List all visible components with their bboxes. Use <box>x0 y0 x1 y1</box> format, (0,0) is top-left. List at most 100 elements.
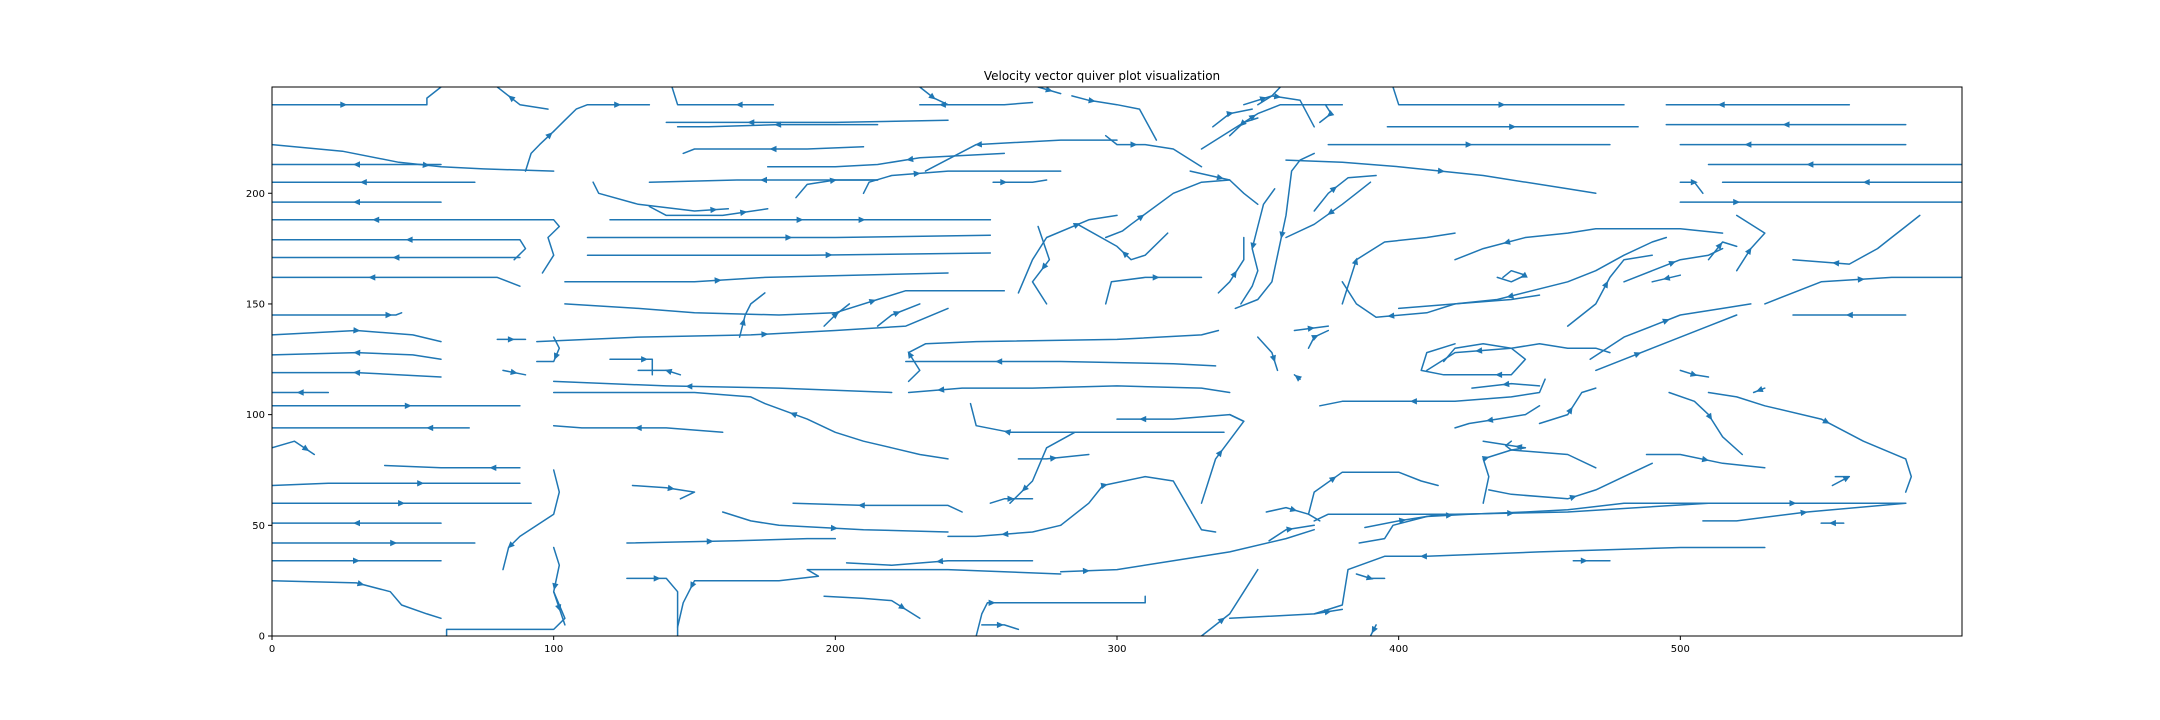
streamline-arrow <box>995 358 1003 365</box>
streamline-arrow <box>1862 179 1870 186</box>
streamline <box>1009 431 1076 504</box>
streamline-arrow <box>1481 456 1490 463</box>
chart-title: Velocity vector quiver plot visualizatio… <box>984 69 1220 83</box>
streamline-arrow <box>1130 141 1138 148</box>
streamline <box>1471 382 1541 389</box>
streamline-arrow <box>1566 406 1573 415</box>
streamline-arrow <box>1715 242 1723 250</box>
x-tick-label: 0 <box>269 644 275 655</box>
streamline <box>1764 276 1962 305</box>
streamline-arrow <box>785 234 793 241</box>
streamline <box>907 385 1231 394</box>
streamline-arrow <box>1445 512 1453 519</box>
streamline-arrow <box>1217 617 1226 625</box>
streamline-arrow <box>426 424 434 432</box>
streamline-arrow <box>1744 141 1752 148</box>
streamline-arrow <box>1365 574 1374 581</box>
streamline-arrow <box>868 299 877 306</box>
streamline <box>682 146 865 155</box>
streamline-arrow <box>1328 476 1337 483</box>
streamline-arrow <box>507 541 515 549</box>
streamline-arrow <box>368 274 376 281</box>
streamline-arrow <box>1136 214 1145 222</box>
streamline-arrow <box>1001 530 1009 538</box>
streamline-arrow <box>747 119 755 126</box>
x-tick-label: 400 <box>1389 644 1408 655</box>
streamline <box>1200 568 1259 636</box>
streamline-arrow <box>353 519 360 527</box>
streamline-arrow <box>1690 179 1698 186</box>
streamline <box>1496 269 1527 283</box>
axes-group: 0 100 200 300 400 500 0 50 100 150 200 <box>246 86 1963 655</box>
streamline <box>1595 314 1738 372</box>
streamline-arrow <box>988 599 996 606</box>
streamline <box>1212 108 1253 128</box>
streamline-arrow <box>1745 247 1752 255</box>
streamline <box>1228 117 1259 137</box>
streamline-arrow <box>507 336 515 343</box>
streamline-arrow <box>634 424 642 432</box>
streamline <box>626 577 679 636</box>
streamline-arrow <box>760 176 767 184</box>
streamline-arrow <box>1248 114 1257 121</box>
streamline <box>1217 236 1245 294</box>
streamline-arrow <box>353 557 360 564</box>
streamline-arrow <box>714 277 722 284</box>
streamline <box>924 139 1118 172</box>
streamline-arrow <box>1662 318 1670 325</box>
streamline-arrow <box>1465 141 1473 148</box>
streamline-arrow <box>1733 198 1741 206</box>
streamline-arrow <box>1633 352 1642 358</box>
streamline-arrow <box>508 95 516 103</box>
streamline <box>272 87 442 106</box>
streamline <box>564 289 1006 316</box>
streamline-arrow <box>405 236 413 243</box>
streamline-arrow <box>667 484 675 492</box>
streamline-arrow <box>1259 96 1267 103</box>
streamline-arrow <box>404 402 412 409</box>
streamline-arrow <box>1351 257 1358 266</box>
streamline <box>676 568 1062 628</box>
x-tick-label: 100 <box>544 644 563 655</box>
streamline <box>552 380 893 394</box>
streamline <box>1341 232 1456 305</box>
streamline <box>795 179 879 199</box>
streamline-arrow <box>706 538 714 545</box>
streamline-arrow <box>372 216 380 223</box>
streamline <box>1104 179 1231 239</box>
streamline <box>1426 343 1611 372</box>
streamline-arrow <box>1100 482 1108 489</box>
streamline <box>1265 506 1321 522</box>
streamline-arrow <box>907 351 915 359</box>
streamline-arrow <box>1226 111 1234 118</box>
streamline-arrow <box>390 539 398 547</box>
streamline-arrow <box>385 311 393 319</box>
streamline <box>1668 391 1744 456</box>
streamline <box>272 143 555 172</box>
streamline-arrow <box>1273 93 1282 100</box>
streamline-arrow <box>1705 412 1713 421</box>
streamline <box>1420 343 1527 376</box>
streamline-arrow <box>1668 261 1676 267</box>
streamline <box>536 307 949 343</box>
streamline-arrow <box>417 480 425 487</box>
streamline <box>1257 336 1279 372</box>
streamline-arrow <box>1409 398 1417 405</box>
streamline <box>1454 227 1724 261</box>
streamline-arrow <box>1822 417 1830 424</box>
streamline-arrow <box>1755 386 1764 392</box>
streamline-arrow <box>1662 274 1671 281</box>
streamline-arrow <box>1216 174 1224 181</box>
streamline-arrow <box>1307 325 1315 332</box>
y-tick-label: 200 <box>246 189 265 200</box>
streamline-arrow <box>353 198 360 206</box>
streamline-arrow <box>1041 262 1049 270</box>
streamline-arrow <box>1842 476 1851 483</box>
streamline-arrow <box>353 349 361 356</box>
streamline <box>586 234 992 239</box>
streamline <box>1313 502 1710 522</box>
streamline-arrow <box>1239 119 1247 127</box>
streamline <box>1792 214 1921 265</box>
streamline <box>792 502 963 513</box>
streamline-arrow <box>1398 517 1407 524</box>
